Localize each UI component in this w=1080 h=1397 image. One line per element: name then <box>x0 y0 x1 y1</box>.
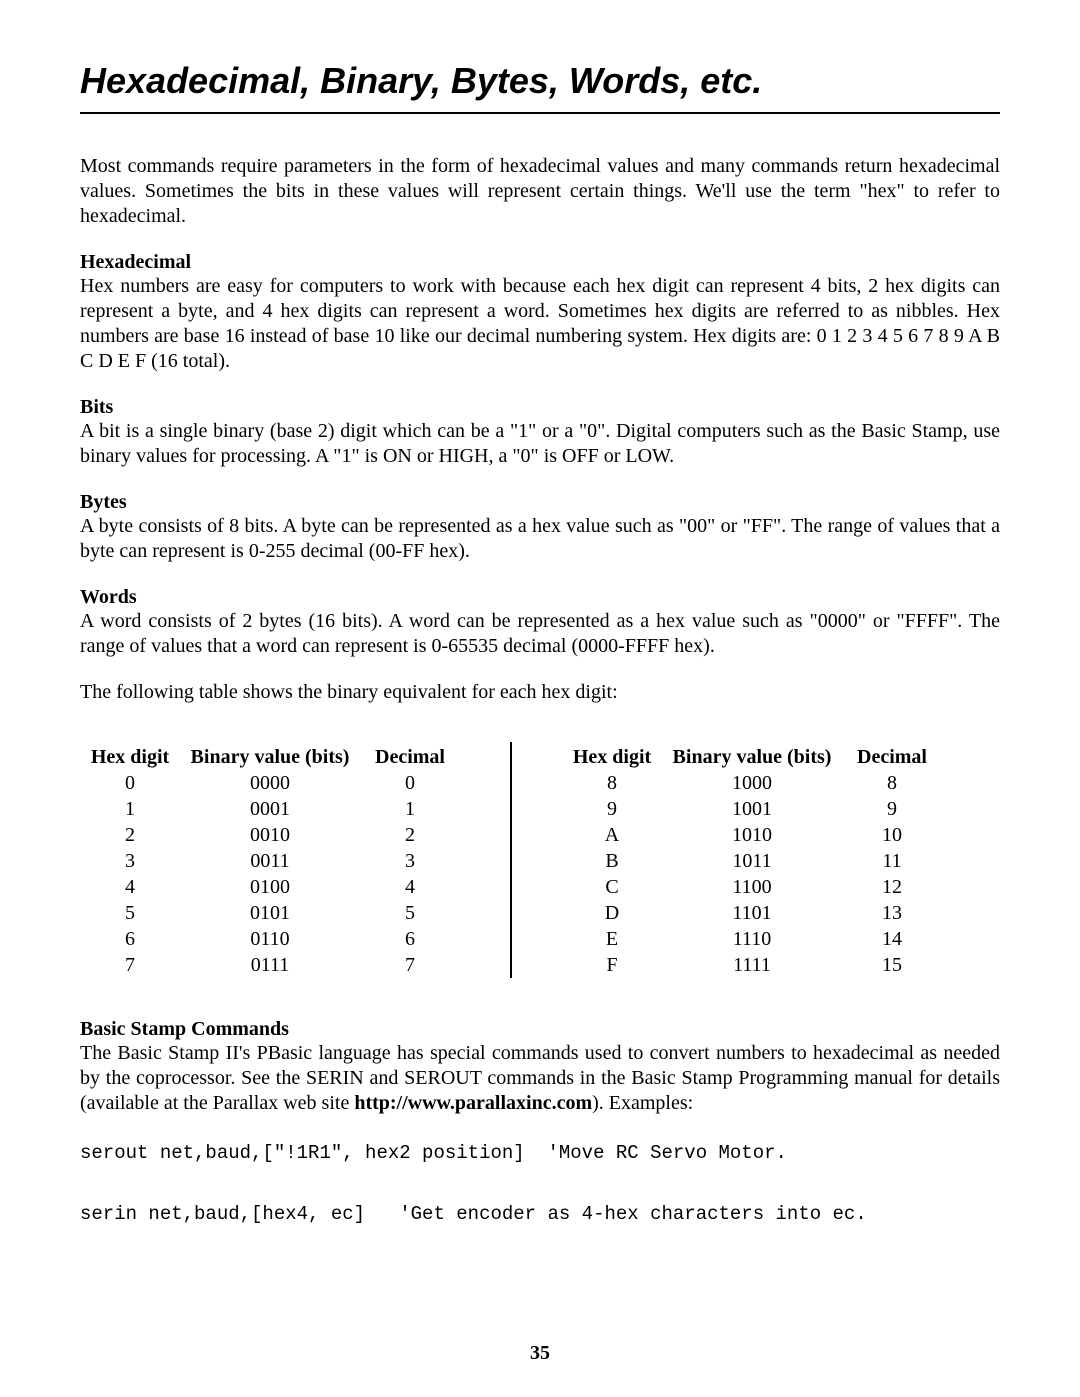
table-cell: 1 <box>80 796 180 822</box>
table-cell: 0100 <box>180 874 360 900</box>
table-cell: C <box>562 874 662 900</box>
table-cell: F <box>562 952 662 978</box>
code-examples: serout net,baud,["!1R1", hex2 position] … <box>80 1138 1000 1229</box>
table-header: Hex digit <box>562 744 662 770</box>
section-head-basic-stamp: Basic Stamp Commands <box>80 1018 1000 1041</box>
table-cell: 0001 <box>180 796 360 822</box>
hex-table-left-column: Hex digitBinary value (bits)Decimal00000… <box>80 744 460 978</box>
table-divider <box>510 742 512 978</box>
section-body-bytes: A byte consists of 8 bits. A byte can be… <box>80 514 1000 564</box>
intro-paragraph: Most commands require parameters in the … <box>80 154 1000 229</box>
table-cell: 0110 <box>180 926 360 952</box>
table-header: Binary value (bits) <box>662 744 842 770</box>
basic-stamp-text-post: ). Examples: <box>592 1092 693 1114</box>
table-cell: 9 <box>842 796 942 822</box>
table-cell: 0000 <box>180 770 360 796</box>
section-head-bytes: Bytes <box>80 491 1000 514</box>
table-cell: 1 <box>360 796 460 822</box>
table-cell: 4 <box>360 874 460 900</box>
table-cell: A <box>562 822 662 848</box>
parallax-url: http://www.parallaxinc.com <box>354 1092 592 1114</box>
table-cell: 3 <box>360 848 460 874</box>
table-cell: 0111 <box>180 952 360 978</box>
table-cell: 2 <box>360 822 460 848</box>
table-cell: 15 <box>842 952 942 978</box>
table-cell: 7 <box>360 952 460 978</box>
table-cell: 5 <box>360 900 460 926</box>
table-cell: 9 <box>562 796 662 822</box>
table-cell: 0010 <box>180 822 360 848</box>
section-body-words: A word consists of 2 bytes (16 bits). A … <box>80 609 1000 659</box>
table-cell: 8 <box>562 770 662 796</box>
hex-table-right-column: Hex digitBinary value (bits)Decimal81000… <box>562 744 942 978</box>
table-cell: 13 <box>842 900 942 926</box>
table-cell: 2 <box>80 822 180 848</box>
section-head-hexadecimal: Hexadecimal <box>80 251 1000 274</box>
table-cell: E <box>562 926 662 952</box>
table-cell: 0101 <box>180 900 360 926</box>
table-cell: 4 <box>80 874 180 900</box>
table-cell: 0 <box>80 770 180 796</box>
table-cell: 1100 <box>662 874 842 900</box>
spacer <box>80 114 1000 154</box>
table-cell: 5 <box>80 900 180 926</box>
table-header: Hex digit <box>80 744 180 770</box>
table-cell: 11 <box>842 848 942 874</box>
table-cell: 10 <box>842 822 942 848</box>
table-cell: 0 <box>360 770 460 796</box>
table-cell: 3 <box>80 848 180 874</box>
table-cell: D <box>562 900 662 926</box>
table-cell: 1111 <box>662 952 842 978</box>
table-cell: 12 <box>842 874 942 900</box>
table-cell: 0011 <box>180 848 360 874</box>
table-cell: 1011 <box>662 848 842 874</box>
table-header: Decimal <box>842 744 942 770</box>
table-cell: 1010 <box>662 822 842 848</box>
table-cell: B <box>562 848 662 874</box>
table-header: Binary value (bits) <box>180 744 360 770</box>
table-cell: 8 <box>842 770 942 796</box>
section-body-basic-stamp: The Basic Stamp II's PBasic language has… <box>80 1041 1000 1116</box>
table-cell: 6 <box>80 926 180 952</box>
table-header: Decimal <box>360 744 460 770</box>
document-page: Hexadecimal, Binary, Bytes, Words, etc. … <box>0 0 1080 1397</box>
section-head-words: Words <box>80 586 1000 609</box>
table-intro-text: The following table shows the binary equ… <box>80 681 1000 704</box>
table-cell: 1110 <box>662 926 842 952</box>
table-cell: 6 <box>360 926 460 952</box>
section-body-bits: A bit is a single binary (base 2) digit … <box>80 419 1000 469</box>
table-cell: 1000 <box>662 770 842 796</box>
table-cell: 14 <box>842 926 942 952</box>
hex-binary-table: Hex digitBinary value (bits)Decimal00000… <box>80 744 1000 978</box>
section-head-bits: Bits <box>80 396 1000 419</box>
page-number: 35 <box>0 1342 1080 1365</box>
table-cell: 1001 <box>662 796 842 822</box>
table-cell: 7 <box>80 952 180 978</box>
page-title: Hexadecimal, Binary, Bytes, Words, etc. <box>80 60 1000 114</box>
table-cell: 1101 <box>662 900 842 926</box>
section-body-hexadecimal: Hex numbers are easy for computers to wo… <box>80 274 1000 374</box>
